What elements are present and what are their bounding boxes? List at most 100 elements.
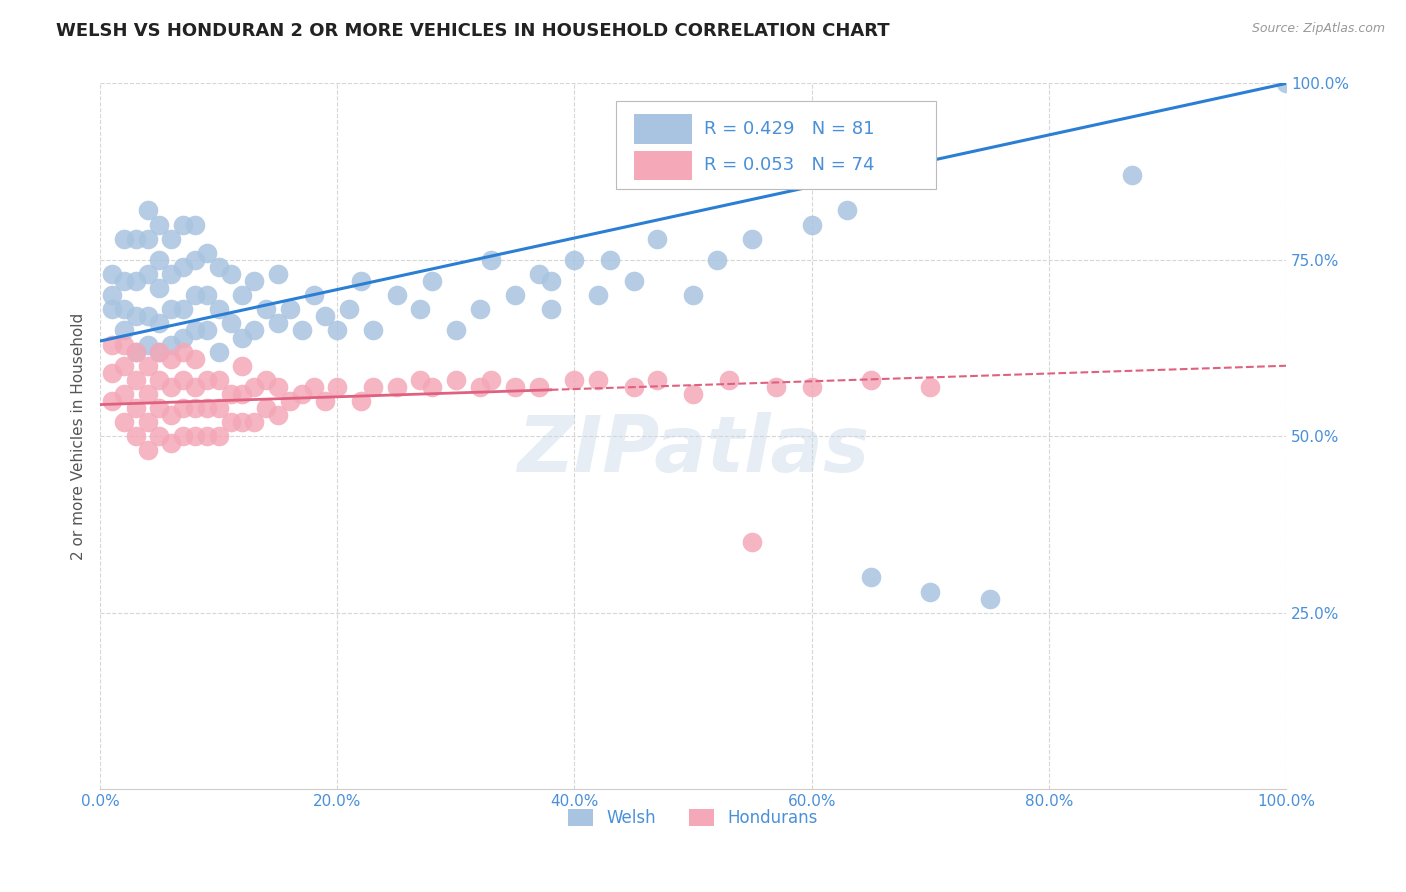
Point [291,323,314,337]
Point [254,373,277,387]
Point [184,429,207,443]
Point [564,373,586,387]
Point [800,218,823,232]
FancyBboxPatch shape [634,114,692,144]
Point [184,401,207,416]
Y-axis label: 2 or more Vehicles in Household: 2 or more Vehicles in Household [72,313,86,560]
Point [136,443,159,458]
Point [920,584,942,599]
Point [267,380,290,394]
Text: ZIPatlas: ZIPatlas [517,412,869,489]
Point [208,373,231,387]
Point [112,302,135,317]
Point [136,337,159,351]
Point [184,323,207,337]
Point [243,415,266,429]
Point [148,401,170,416]
Point [468,380,491,394]
Point [125,344,148,359]
Point [160,302,183,317]
Point [278,302,301,317]
Point [160,408,183,422]
Point [148,252,170,267]
Point [385,288,408,302]
Point [409,373,432,387]
Point [125,232,148,246]
Point [586,288,609,302]
Point [468,302,491,317]
Point [148,344,170,359]
Point [503,288,526,302]
Point [195,245,218,260]
Point [208,344,231,359]
Point [136,310,159,324]
Point [302,380,325,394]
Point [125,310,148,324]
Point [859,373,882,387]
Text: WELSH VS HONDURAN 2 OR MORE VEHICLES IN HOUSEHOLD CORRELATION CHART: WELSH VS HONDURAN 2 OR MORE VEHICLES IN … [56,22,890,40]
Point [172,330,194,344]
Point [125,401,148,416]
Point [254,302,277,317]
Point [800,380,823,394]
Point [125,344,148,359]
Point [540,274,562,288]
Point [920,380,942,394]
Point [350,394,373,409]
Point [765,380,787,394]
Point [302,288,325,302]
Point [231,415,253,429]
Point [112,232,135,246]
Text: R = 0.429   N = 81: R = 0.429 N = 81 [704,120,875,138]
Point [160,436,183,450]
Point [444,323,467,337]
Point [125,373,148,387]
Point [148,218,170,232]
Point [1275,77,1298,91]
Point [101,267,124,281]
Point [326,380,349,394]
Point [148,317,170,331]
Point [231,359,253,373]
Point [112,323,135,337]
Point [859,570,882,584]
Point [101,288,124,302]
Point [136,203,159,218]
Point [184,218,207,232]
Point [136,359,159,373]
Point [172,344,194,359]
Point [314,310,336,324]
Point [1121,168,1143,182]
Point [136,415,159,429]
Point [136,267,159,281]
Point [112,387,135,401]
Point [741,535,763,549]
Point [172,260,194,274]
Point [527,267,550,281]
Point [682,387,704,401]
Point [837,203,859,218]
Point [540,302,562,317]
Point [208,302,231,317]
Point [101,394,124,409]
Point [148,373,170,387]
Point [112,415,135,429]
Point [337,302,360,317]
Point [231,288,253,302]
Point [219,267,242,281]
Point [254,401,277,416]
Point [160,267,183,281]
Point [243,274,266,288]
Point [481,373,503,387]
Point [125,274,148,288]
Point [385,380,408,394]
Point [148,281,170,295]
Point [706,252,728,267]
Point [195,401,218,416]
Point [160,351,183,366]
Point [481,252,503,267]
Point [184,252,207,267]
Point [125,429,148,443]
Point [208,429,231,443]
Point [184,351,207,366]
